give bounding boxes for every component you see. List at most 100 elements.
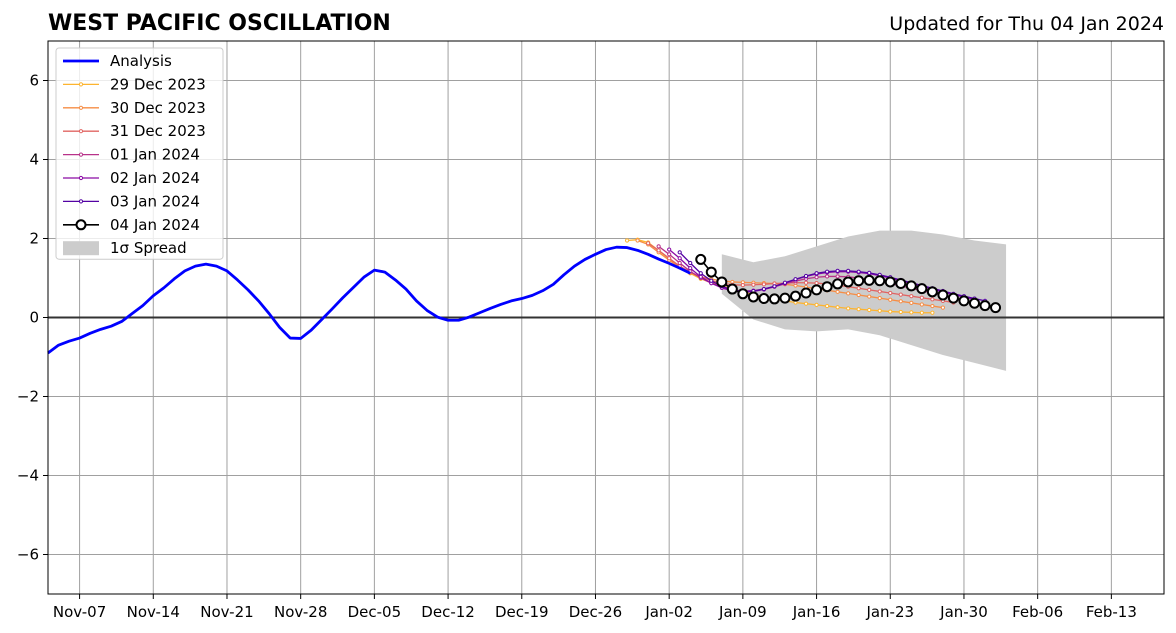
series-point xyxy=(846,268,851,273)
series-point xyxy=(842,276,854,288)
x-tick-label: Jan-23 xyxy=(865,603,914,621)
series-point xyxy=(884,276,896,288)
series-point xyxy=(926,286,938,298)
legend-swatch-marker xyxy=(78,199,84,204)
series-point xyxy=(863,274,875,286)
series-point xyxy=(698,271,703,276)
series-point xyxy=(800,287,812,299)
series-point xyxy=(867,287,872,292)
plot-frame xyxy=(47,40,1165,595)
series-point xyxy=(937,289,949,301)
forecast-series-6 xyxy=(695,253,1002,314)
legend-swatch-marker xyxy=(78,129,84,134)
y-tick-label: 0 xyxy=(29,309,39,327)
y-tick-label: 6 xyxy=(29,72,39,90)
series-point xyxy=(688,266,693,271)
series-point xyxy=(856,292,861,298)
series-point xyxy=(909,294,914,299)
series-point xyxy=(930,303,935,309)
series-point xyxy=(835,274,840,279)
series-point xyxy=(940,305,946,310)
series-point xyxy=(772,284,777,289)
series-point xyxy=(898,292,903,297)
series-point xyxy=(624,238,630,243)
series-point xyxy=(698,274,703,279)
x-tick-label: Feb-06 xyxy=(1012,603,1063,621)
series-point xyxy=(740,283,745,288)
series-point xyxy=(916,283,928,295)
series-point xyxy=(898,309,903,315)
x-tick-label: Jan-02 xyxy=(644,603,693,621)
series-point xyxy=(747,291,759,303)
series-point xyxy=(667,256,672,261)
series-point xyxy=(898,299,903,304)
x-tick-label: Nov-28 xyxy=(274,603,327,621)
x-tick-label: Feb-13 xyxy=(1086,603,1137,621)
series-point xyxy=(656,244,661,249)
series-point xyxy=(856,307,861,312)
x-tick-label: Dec-19 xyxy=(495,603,549,621)
series-point xyxy=(782,280,788,285)
chart-subtitle: Updated for Thu 04 Jan 2024 xyxy=(889,13,1164,35)
series-point xyxy=(835,289,840,294)
series-point xyxy=(874,275,886,287)
series-point xyxy=(824,274,830,279)
series-point xyxy=(803,273,809,279)
series-point xyxy=(835,305,840,310)
series-point xyxy=(979,300,991,312)
series-point xyxy=(811,284,823,296)
y-tick-label: 4 xyxy=(29,151,39,169)
x-tick-label: Nov-21 xyxy=(200,603,253,621)
spread-band xyxy=(721,230,1007,371)
series-point xyxy=(709,278,714,283)
series-point xyxy=(856,286,861,291)
series-point xyxy=(677,260,682,266)
series-point xyxy=(677,256,682,261)
series-point xyxy=(768,293,780,305)
series-point xyxy=(867,294,872,299)
x-tick-label: Dec-12 xyxy=(421,603,475,621)
x-tick-label: Dec-26 xyxy=(569,603,623,621)
series-point xyxy=(751,282,756,287)
legend-label: 01 Jan 2024 xyxy=(110,146,200,164)
series-lines xyxy=(624,237,1002,315)
series-point xyxy=(814,271,819,276)
axes: Nov-07 Nov-14 Nov-21 Nov-28 Dec-05 Dec-12 Dec-… xyxy=(17,40,1165,621)
series-point xyxy=(846,306,851,311)
legend: Analysis 29 Dec 2023 30 Dec 2023 31 Dec 202… xyxy=(55,47,224,260)
legend-label: 04 Jan 2024 xyxy=(110,216,200,234)
series-point xyxy=(877,296,882,301)
series-point xyxy=(793,277,798,282)
series-point xyxy=(867,307,872,313)
legend-label: 03 Jan 2024 xyxy=(110,192,200,210)
series-point xyxy=(846,291,851,296)
series-point xyxy=(888,309,893,314)
legend-swatch-spread xyxy=(63,241,99,256)
legend-box xyxy=(55,47,224,260)
series-point xyxy=(888,290,893,296)
y-tick-label: −4 xyxy=(17,467,39,485)
series-point xyxy=(832,278,844,290)
analysis-polyline xyxy=(47,245,691,355)
series-point xyxy=(856,269,861,274)
series-point xyxy=(737,288,749,300)
x-tick-label: Nov-07 xyxy=(53,603,106,621)
legend-swatch-marker xyxy=(78,105,84,110)
series-point xyxy=(824,269,830,274)
series-point xyxy=(958,295,970,307)
series-point xyxy=(677,250,682,255)
series-point xyxy=(930,310,935,315)
series-point xyxy=(853,275,865,287)
series-point xyxy=(803,301,809,306)
series-point xyxy=(779,292,791,304)
series-point xyxy=(968,297,980,309)
legend-label: 31 Dec 2023 xyxy=(110,122,206,140)
series-point xyxy=(667,247,672,252)
series-point xyxy=(990,302,1002,314)
series-point xyxy=(947,292,959,304)
series-point xyxy=(909,300,914,305)
legend-label: 29 Dec 2023 xyxy=(110,75,206,93)
legend-label: 30 Dec 2023 xyxy=(110,99,206,117)
legend-swatch-marker xyxy=(75,219,87,231)
